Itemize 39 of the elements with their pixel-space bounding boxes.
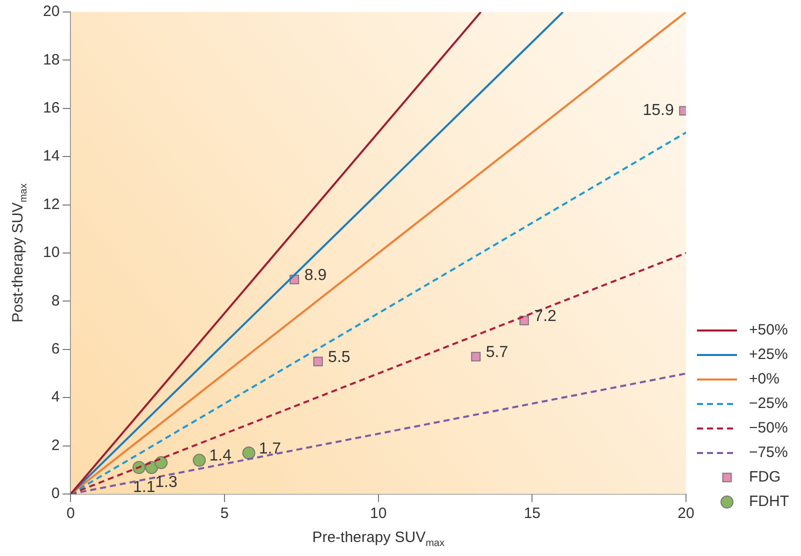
data-label: 7.2 xyxy=(534,308,557,325)
point xyxy=(192,454,206,467)
data-label: 5.5 xyxy=(328,348,350,366)
y-tick-label: 2 xyxy=(51,436,60,454)
x-tick-label: 20 xyxy=(678,505,694,522)
legend-label: +0% xyxy=(749,370,780,388)
legend-label: +25% xyxy=(749,346,788,364)
data-label: 1.3 xyxy=(155,474,178,492)
legend-label: FDG xyxy=(749,468,781,486)
x-tick-label: 15 xyxy=(524,505,541,522)
x-tick-label: 0 xyxy=(66,505,75,522)
y-tick-label: 20 xyxy=(42,3,60,20)
point xyxy=(313,356,323,366)
data-label: 1.7 xyxy=(258,440,282,458)
point xyxy=(471,352,481,362)
data-label: 5.7 xyxy=(486,344,508,362)
data-label: 15.9 xyxy=(642,102,674,120)
x-tick-label: 5 xyxy=(220,505,229,522)
data-label: 1.4 xyxy=(209,448,232,465)
y-tick-label: 8 xyxy=(51,292,60,310)
legend-label: −75% xyxy=(749,444,788,462)
legend-label: −25% xyxy=(749,395,788,412)
y-tick-label: 0 xyxy=(51,485,60,502)
y-tick-label: 12 xyxy=(42,196,60,213)
data-label: 1.1 xyxy=(132,478,156,496)
legend-label: FDHT xyxy=(749,493,789,510)
y-tick-label: 6 xyxy=(51,340,60,358)
y-tick-label: 16 xyxy=(42,100,60,117)
legend-label: −50% xyxy=(749,420,788,437)
y-tick-label: 4 xyxy=(51,388,60,406)
legend-label: +50% xyxy=(749,322,788,339)
point xyxy=(242,446,256,460)
x-tick-label: 10 xyxy=(370,505,387,522)
y-tick-label: 18 xyxy=(42,51,60,68)
point xyxy=(519,316,529,326)
y-tick-label: 14 xyxy=(42,148,60,165)
data-label: 8.9 xyxy=(304,266,327,284)
y-axis-title: Post-therapy SUVmax xyxy=(10,184,30,322)
y-tick-label: 10 xyxy=(42,244,60,262)
